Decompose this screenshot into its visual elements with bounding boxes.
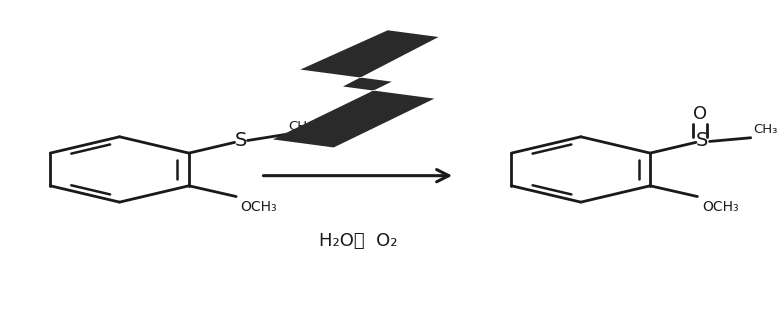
Text: O: O <box>693 105 707 123</box>
Text: S: S <box>696 131 708 150</box>
Text: OCH₃: OCH₃ <box>702 200 739 214</box>
Text: CH₃: CH₃ <box>289 120 313 133</box>
Text: CH₃: CH₃ <box>753 123 777 136</box>
Text: H₂O，  O₂: H₂O， O₂ <box>319 232 398 250</box>
Polygon shape <box>273 30 438 148</box>
Text: OCH₃: OCH₃ <box>241 200 277 214</box>
Text: S: S <box>234 131 247 150</box>
